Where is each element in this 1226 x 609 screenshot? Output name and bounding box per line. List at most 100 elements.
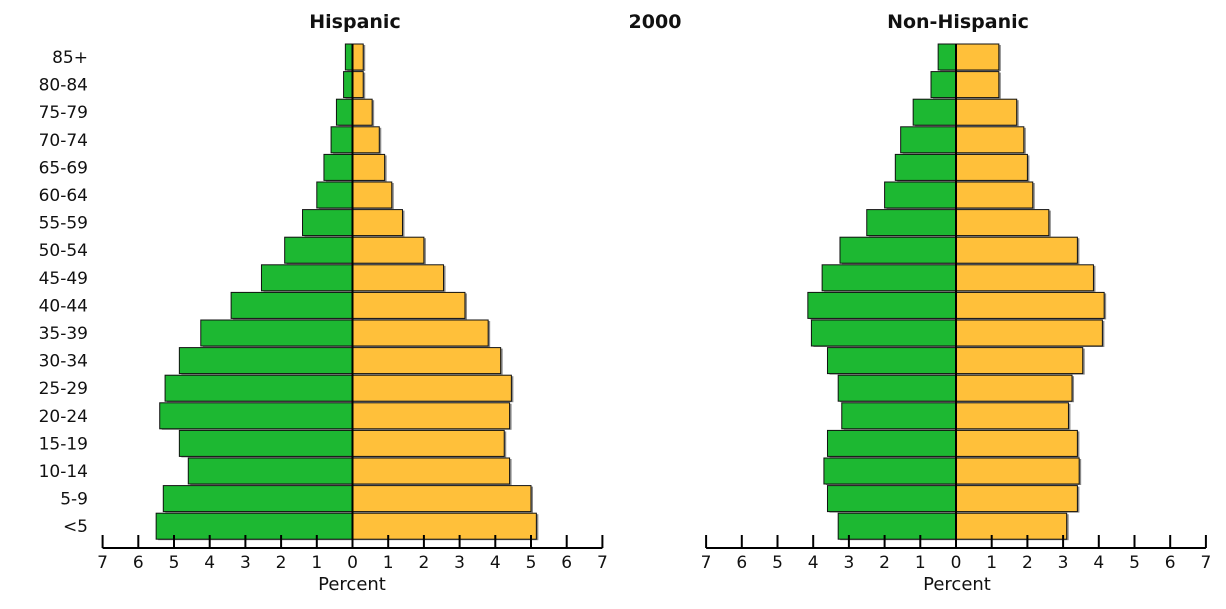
non-hispanic-x-tick-label-1: 6	[736, 553, 747, 573]
age-label-10-14: 10-14	[39, 462, 88, 482]
non-hispanic-pyramid: 7 6 5 4 3 2 1 0 1 2 3 4 5 6 7	[701, 43, 1211, 573]
hispanic-title: Hispanic	[309, 11, 400, 33]
hispanic-bar-green-under-5	[155, 512, 353, 540]
age-label-50-54: 50-54	[39, 241, 88, 261]
hispanic-bar-gold-75-79	[352, 98, 373, 126]
non-hispanic-x-tick-label-4: 3	[843, 553, 854, 573]
age-label-5-9: 5-9	[60, 490, 88, 510]
hispanic-bar-green-15-19	[178, 429, 353, 457]
hispanic-x-tick-label-0: 7	[97, 553, 108, 573]
hispanic-bar-gold-under-5	[352, 512, 537, 540]
age-label-70-74: 70-74	[39, 131, 88, 151]
non-hispanic-bar-green-60-64	[884, 181, 957, 209]
non-hispanic-bar-gold-5-9	[955, 485, 1078, 513]
non-hispanic-bar-gold-45-49	[955, 264, 1094, 292]
non-hispanic-x-tick-label-13: 6	[1165, 553, 1176, 573]
non-hispanic-bar-green-15-19	[826, 429, 957, 457]
hispanic-x-tick-label-9: 2	[418, 553, 429, 573]
age-label-80-84: 80-84	[39, 76, 88, 96]
hispanic-bar-green-10-14	[187, 457, 353, 485]
hispanic-bar-green-5-9	[162, 485, 353, 513]
hispanic-x-tick-label-4: 3	[240, 553, 251, 573]
hispanic-bar-gold-20-24	[352, 402, 511, 430]
hispanic-bar-gold-70-74	[352, 126, 380, 154]
hispanic-bar-green-75-79	[335, 98, 353, 126]
non-hispanic-bar-green-under-5	[837, 512, 957, 540]
non-hispanic-bar-green-40-44	[807, 291, 957, 319]
age-label-25-29: 25-29	[39, 379, 88, 399]
hispanic-bar-gold-80-84	[352, 71, 364, 99]
non-hispanic-bar-gold-15-19	[955, 429, 1078, 457]
non-hispanic-x-axis-label: Percent	[923, 574, 991, 595]
non-hispanic-x-tick-label-14: 7	[1200, 553, 1211, 573]
hispanic-bar-green-50-54	[284, 236, 354, 264]
age-label-under-5: <5	[63, 517, 88, 537]
hispanic-bar-green-40-44	[230, 291, 353, 319]
hispanic-x-tick-label-6: 1	[311, 553, 322, 573]
non-hispanic-x-tick-label-7: 0	[951, 553, 962, 573]
age-label-20-24: 20-24	[39, 407, 88, 427]
hispanic-bar-gold-55-59	[352, 209, 403, 237]
non-hispanic-bar-green-65-69	[894, 153, 957, 181]
hispanic-bar-gold-60-64	[352, 181, 393, 209]
age-label-85-plus: 85+	[52, 48, 88, 68]
hispanic-bar-green-55-59	[302, 209, 353, 237]
non-hispanic-x-tick-label-12: 5	[1129, 553, 1140, 573]
non-hispanic-bar-gold-75-79	[955, 98, 1018, 126]
non-hispanic-x-tick-label-10: 3	[1058, 553, 1069, 573]
age-label-65-69: 65-69	[39, 158, 88, 178]
hispanic-x-tick-label-1: 6	[133, 553, 144, 573]
hispanic-bar-green-65-69	[323, 153, 354, 181]
hispanic-x-tick-label-12: 5	[526, 553, 537, 573]
hispanic-bar-gold-10-14	[352, 457, 511, 485]
hispanic-bar-green-70-74	[330, 126, 353, 154]
hispanic-bar-gold-45-49	[352, 264, 445, 292]
non-hispanic-bar-gold-80-84	[955, 71, 1000, 99]
hispanic-bar-green-20-24	[159, 402, 353, 430]
age-label-55-59: 55-59	[39, 214, 88, 234]
hispanic-x-tick-label-8: 1	[383, 553, 394, 573]
non-hispanic-bar-green-50-54	[839, 236, 957, 264]
hispanic-bar-green-30-34	[178, 347, 353, 375]
non-hispanic-bar-green-85-plus	[937, 43, 957, 71]
non-hispanic-x-tick-label-9: 2	[1022, 553, 1033, 573]
hispanic-bar-gold-30-34	[352, 347, 502, 375]
non-hispanic-bar-gold-30-34	[955, 347, 1084, 375]
non-hispanic-x-tick-label-8: 1	[986, 553, 997, 573]
hispanic-bar-green-45-49	[260, 264, 353, 292]
hispanic-x-tick-label-11: 4	[490, 553, 501, 573]
non-hispanic-bar-gold-50-54	[955, 236, 1078, 264]
non-hispanic-bar-green-80-84	[930, 71, 957, 99]
hispanic-x-tick-label-2: 5	[169, 553, 180, 573]
non-hispanic-bar-green-10-14	[823, 457, 957, 485]
hispanic-bar-gold-65-69	[352, 153, 386, 181]
age-label-35-39: 35-39	[39, 324, 88, 344]
hispanic-x-tick-label-7: 0	[347, 553, 358, 573]
non-hispanic-bar-gold-70-74	[955, 126, 1025, 154]
hispanic-bar-gold-40-44	[352, 291, 466, 319]
hispanic-bar-green-80-84	[343, 71, 354, 99]
hispanic-x-axis-label: Percent	[318, 574, 386, 595]
non-hispanic-bar-gold-25-29	[955, 374, 1073, 402]
non-hispanic-bar-gold-35-39	[955, 319, 1103, 347]
non-hispanic-bar-gold-55-59	[955, 209, 1050, 237]
age-label-45-49: 45-49	[39, 269, 88, 289]
hispanic-bar-green-25-29	[164, 374, 353, 402]
hispanic-x-tick-label-13: 6	[561, 553, 572, 573]
non-hispanic-bar-green-70-74	[900, 126, 957, 154]
hispanic-x-tick-label-3: 4	[204, 553, 215, 573]
non-hispanic-bar-gold-60-64	[955, 181, 1034, 209]
non-hispanic-bar-green-20-24	[841, 402, 957, 430]
non-hispanic-bar-green-25-29	[837, 374, 957, 402]
non-hispanic-bar-gold-under-5	[955, 512, 1068, 540]
non-hispanic-title: Non-Hispanic	[887, 11, 1029, 33]
non-hispanic-x-tick-label-11: 4	[1093, 553, 1104, 573]
hispanic-bar-green-35-39	[200, 319, 353, 347]
non-hispanic-bar-green-45-49	[821, 264, 957, 292]
hispanic-bar-gold-25-29	[352, 374, 512, 402]
non-hispanic-bar-gold-20-24	[955, 402, 1069, 430]
age-label-75-79: 75-79	[39, 103, 88, 123]
age-label-30-34: 30-34	[39, 352, 88, 372]
